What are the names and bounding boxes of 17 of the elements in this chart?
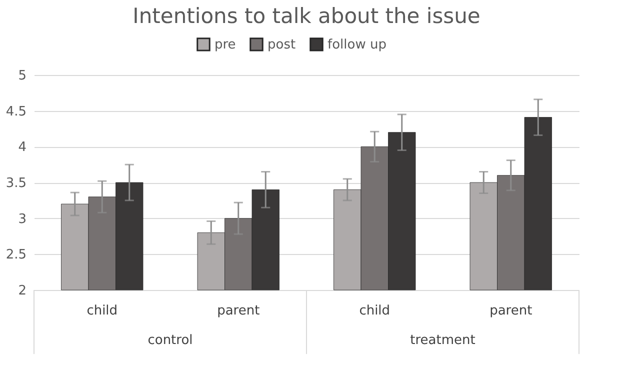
chart-title: Intentions to talk about the issue (132, 4, 480, 28)
legend-label: pre (214, 37, 236, 52)
x-tick-label: child (359, 304, 390, 318)
x-tick-label: child (86, 304, 118, 318)
text: control (148, 333, 193, 348)
y-tick-label: 3 (18, 212, 26, 227)
legend-label: post (268, 37, 296, 52)
y-tick-label: 5 (18, 68, 26, 84)
y-tick-label: 2 (18, 284, 26, 298)
y-tick-label: 3.5 (6, 176, 26, 191)
y-tick-label: 2.5 (6, 248, 26, 263)
text: treatment (410, 333, 476, 348)
x-tick-label: parent (217, 304, 260, 318)
y-tick-label: 4.5 (6, 104, 26, 120)
y-tick-label: 4 (18, 140, 26, 156)
legend-label: follow up (328, 37, 386, 52)
x-tick-label: parent (490, 304, 532, 318)
